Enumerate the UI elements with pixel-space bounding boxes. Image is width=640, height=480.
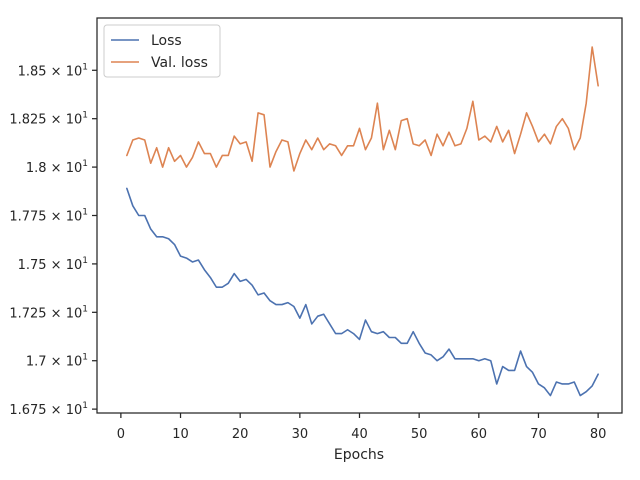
y-tick-base: 10 bbox=[66, 210, 83, 225]
y-tick-mantissa: 1.775 bbox=[9, 210, 46, 225]
x-tick-label: 20 bbox=[232, 427, 249, 442]
y-tick-exponent: 1 bbox=[82, 62, 88, 72]
legend-label-val-loss: Val. loss bbox=[151, 55, 208, 71]
y-tick-mantissa: 1.7 bbox=[26, 355, 47, 370]
y-tick-exponent: 1 bbox=[82, 159, 88, 169]
y-tick-times: × bbox=[47, 403, 66, 418]
x-tick-label: 30 bbox=[292, 427, 309, 442]
x-tick-label: 0 bbox=[117, 427, 125, 442]
y-tick-label: 1.825 × 101 bbox=[9, 111, 88, 128]
y-tick-exponent: 1 bbox=[82, 111, 88, 121]
plot-background bbox=[97, 18, 622, 413]
x-tick-label: 50 bbox=[411, 427, 428, 442]
series-line-loss bbox=[126, 187, 599, 397]
series-layer bbox=[126, 46, 599, 397]
plot-area bbox=[97, 18, 622, 413]
y-tick-times: × bbox=[47, 113, 66, 128]
y-tick-base: 10 bbox=[66, 64, 83, 79]
x-tick-label: 40 bbox=[351, 427, 368, 442]
x-tick-label: 10 bbox=[172, 427, 189, 442]
y-tick-label: 1.8 × 101 bbox=[26, 159, 88, 176]
y-tick-exponent: 1 bbox=[82, 256, 88, 266]
y-tick-mantissa: 1.85 bbox=[18, 64, 47, 79]
y-tick-exponent: 1 bbox=[82, 353, 88, 363]
y-tick-label: 1.75 × 101 bbox=[18, 256, 88, 273]
y-tick-base: 10 bbox=[66, 258, 83, 273]
y-tick-mantissa: 1.75 bbox=[18, 258, 47, 273]
series-line-val-loss bbox=[126, 46, 599, 172]
y-tick-label: 1.7 × 101 bbox=[26, 353, 88, 370]
y-tick-exponent: 1 bbox=[82, 208, 88, 218]
y-tick-label: 1.675 × 101 bbox=[9, 401, 88, 418]
y-tick-mantissa: 1.825 bbox=[9, 113, 46, 128]
y-tick-times: × bbox=[47, 306, 66, 321]
y-tick-label: 1.725 × 101 bbox=[9, 304, 88, 321]
legend-label-loss: Loss bbox=[151, 33, 182, 49]
y-tick-times: × bbox=[47, 64, 66, 79]
y-tick-mantissa: 1.725 bbox=[9, 306, 46, 321]
y-tick-times: × bbox=[47, 355, 66, 370]
y-tick-base: 10 bbox=[66, 403, 83, 418]
y-tick-exponent: 1 bbox=[82, 304, 88, 314]
y-tick-mantissa: 1.675 bbox=[9, 403, 46, 418]
legend-box bbox=[103, 24, 221, 78]
legend: Loss Val. loss bbox=[103, 24, 221, 78]
x-axis-label: Epochs bbox=[334, 447, 384, 463]
x-tick-label: 80 bbox=[590, 427, 607, 442]
y-tick-base: 10 bbox=[66, 306, 83, 321]
y-tick-times: × bbox=[47, 161, 66, 176]
y-tick-times: × bbox=[47, 258, 66, 273]
y-tick-label: 1.85 × 101 bbox=[18, 62, 88, 79]
y-tick-times: × bbox=[47, 210, 66, 225]
y-tick-mantissa: 1.8 bbox=[26, 161, 47, 176]
y-tick-label: 1.775 × 101 bbox=[9, 208, 88, 225]
y-tick-exponent: 1 bbox=[82, 401, 88, 411]
y-tick-base: 10 bbox=[66, 355, 83, 370]
x-tick-label: 60 bbox=[471, 427, 488, 442]
x-tick-label: 70 bbox=[530, 427, 547, 442]
y-tick-base: 10 bbox=[66, 113, 83, 128]
y-tick-base: 10 bbox=[66, 161, 83, 176]
